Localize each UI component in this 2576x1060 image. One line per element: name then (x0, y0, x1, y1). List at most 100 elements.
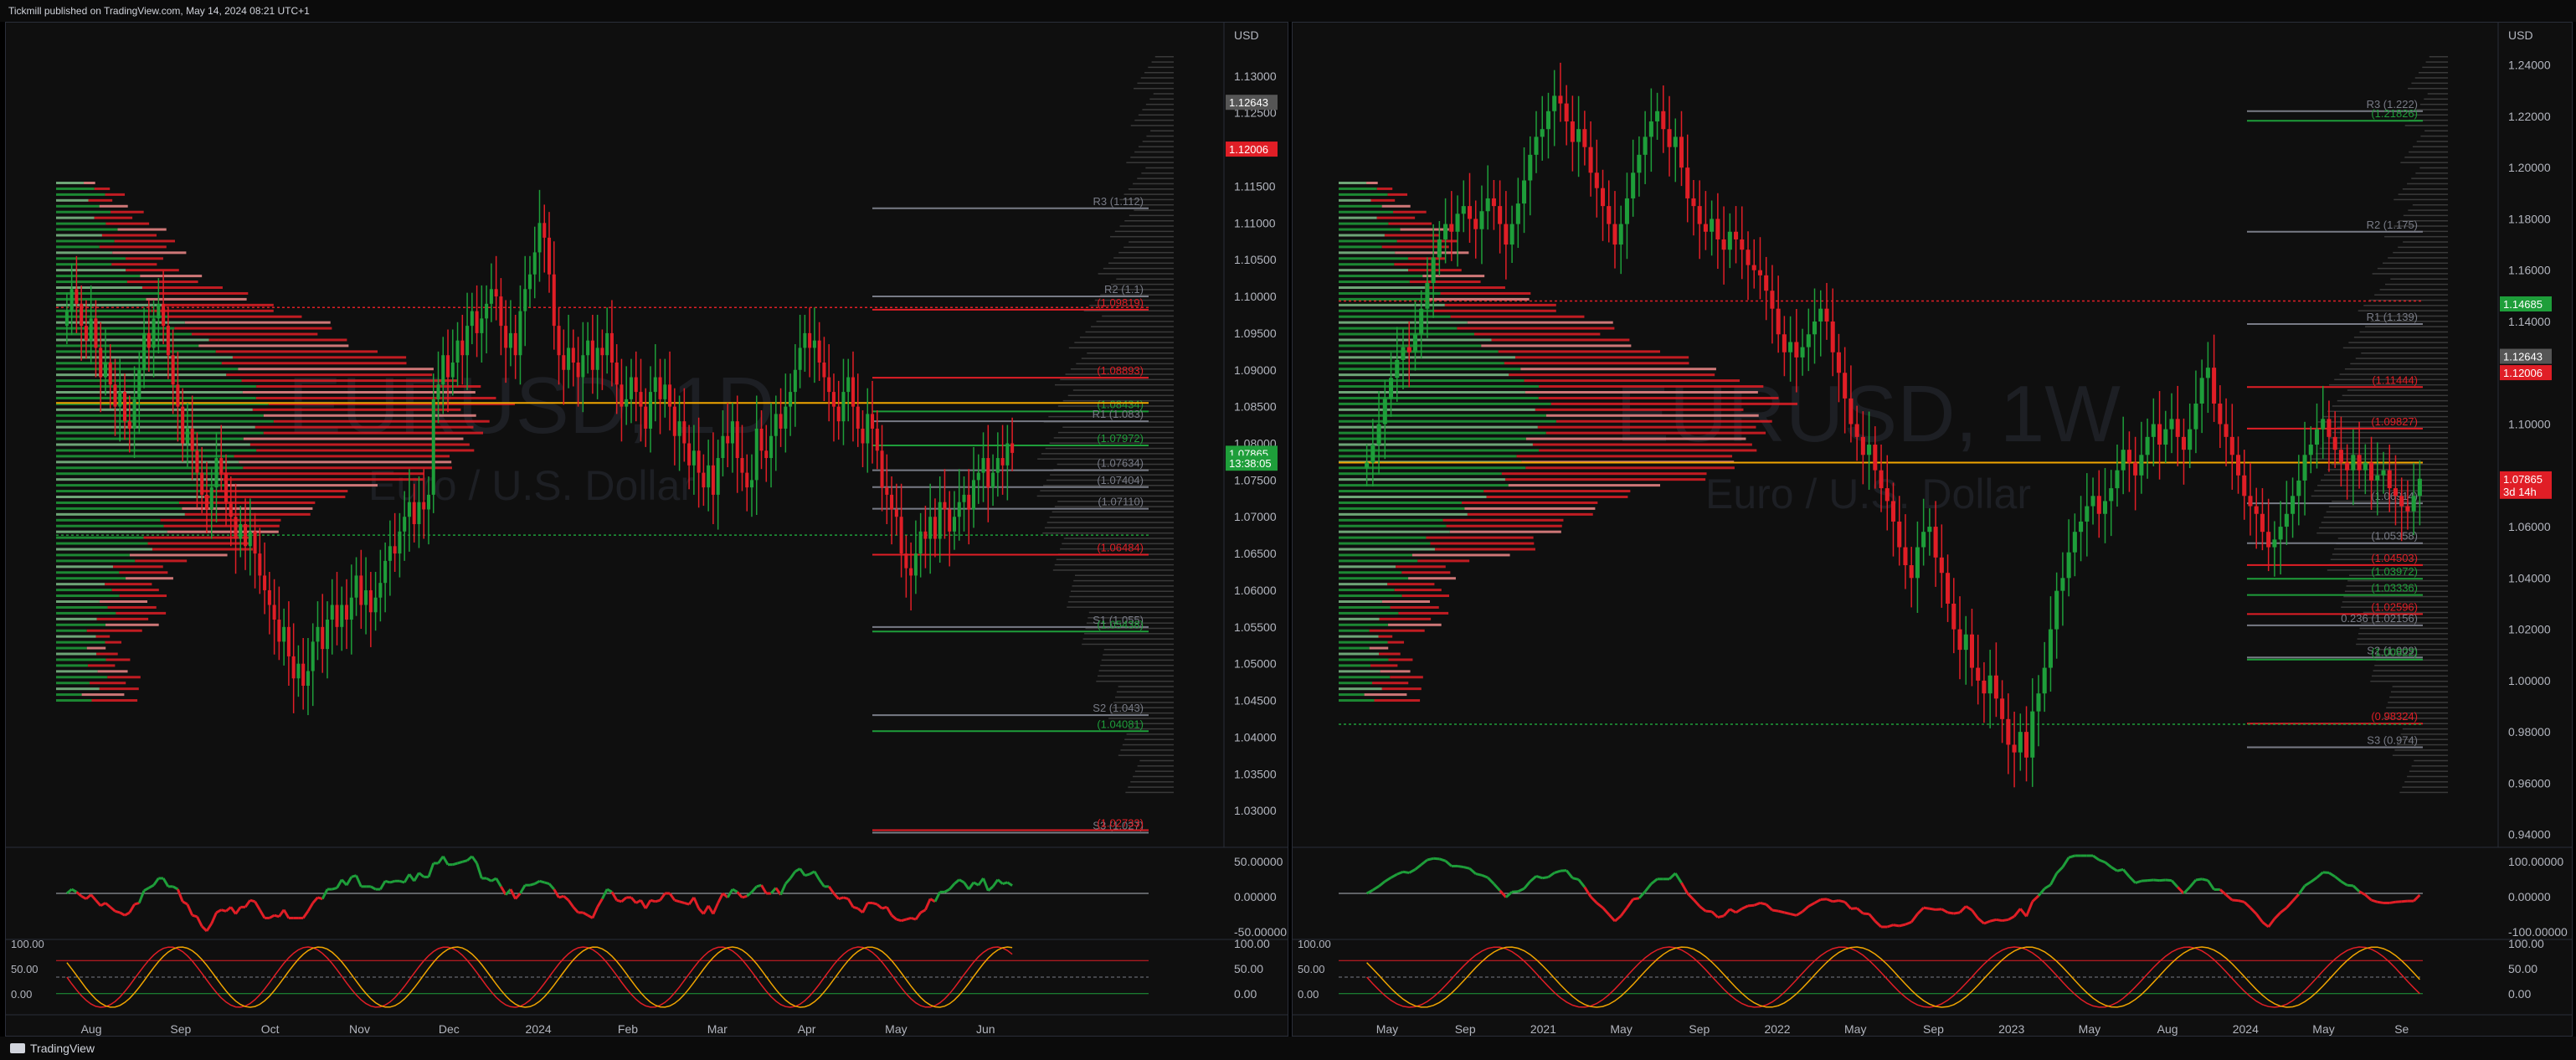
volume-profile-bar-up (1339, 664, 1370, 667)
candle-body (1806, 334, 1811, 347)
oscillator-segment (2092, 854, 2100, 862)
right-volume-profile-bar (1089, 305, 1174, 306)
volume-profile-bar-up (1339, 484, 1509, 487)
volume-profile-bar-down (1491, 338, 1630, 342)
right-volume-profile-bar (1145, 167, 1174, 169)
right-volume-profile-bar (1100, 294, 1174, 296)
candle-body (1618, 224, 1623, 245)
oscillator-segment (301, 910, 310, 919)
oscillator-segment (2401, 899, 2409, 903)
volume-profile-bar-down (1384, 234, 1440, 237)
candle-body (1594, 172, 1599, 188)
chart-panel-daily[interactable]: EURUSD, 1D Euro / U.S. Dollar R3 (1.112) R2… (5, 22, 1288, 1037)
currency-label: USD (1234, 28, 1259, 42)
volume-profile-bar-up (56, 216, 95, 219)
volume-profile-bar-up (56, 309, 152, 312)
right-volume-profile-bar (2337, 538, 2448, 539)
candle-body (89, 318, 93, 341)
price-badge (2500, 471, 2552, 486)
oscillator-segment (1826, 898, 1833, 903)
oscillator-segment (427, 862, 435, 877)
candle-body (1933, 527, 1938, 558)
oscillator-segment (1529, 875, 1537, 882)
volume-profile-bar-down (1417, 559, 1470, 563)
oscillator-segment (886, 906, 893, 916)
volume-profile-bar-down (263, 414, 476, 417)
right-volume-profile-bar (2322, 415, 2448, 418)
right-volume-profile-bar (1128, 188, 1174, 190)
oscillator-segment (2008, 915, 2015, 921)
oscillator-segment (1796, 910, 1803, 917)
candle-body (1927, 527, 1932, 533)
right-volume-profile-bar (2392, 754, 2448, 756)
oscillator-segment (278, 908, 285, 918)
volume-profile-bar-down (1501, 472, 1707, 476)
oscillator-segment (1777, 909, 1785, 914)
candle-body (1860, 436, 1865, 455)
volume-profile-bar-down (81, 693, 125, 697)
right-volume-profile-bar (2384, 283, 2448, 286)
right-volume-profile-bar (1113, 257, 1174, 259)
volume-profile-bar-up (1339, 373, 1509, 377)
right-volume-profile-bar (1140, 77, 1174, 79)
volume-profile-bar-up (1339, 611, 1399, 615)
volume-profile-bar-down (107, 676, 141, 679)
right-volume-profile-bar (2327, 469, 2448, 471)
oscillator-segment (910, 917, 917, 921)
right-volume-profile-bar (1086, 622, 1174, 624)
right-volume-profile-bar (1074, 574, 1174, 576)
tradingview-logo[interactable]: TradingView (10, 1037, 95, 1060)
volume-profile-bar-down (1426, 536, 1534, 539)
oscillator-segment (1620, 907, 1628, 917)
volume-profile-bar-up (1339, 518, 1443, 522)
oscillator-segment (148, 883, 155, 889)
candle-body (373, 597, 378, 613)
price-badge (1226, 455, 1278, 471)
price-badge-label: 1.12006 (1229, 143, 1268, 156)
level-label: S2 (1.009) (2367, 644, 2418, 656)
volume-profile-bar-down (1483, 490, 1631, 493)
candle-body (1879, 470, 1884, 489)
volume-profile-bar-down (94, 216, 133, 219)
oscillator-segment (991, 878, 1000, 888)
candle-body (2000, 698, 2005, 719)
right-volume-profile-bar (2321, 479, 2448, 481)
volume-profile-bar-up (1339, 402, 1551, 405)
oscillator-segment (1741, 904, 1749, 910)
oscillator-segment (692, 897, 700, 909)
oscillator-segment (137, 890, 146, 904)
right-volume-profile-bar (1052, 569, 1174, 571)
chart-panel-weekly[interactable]: EURUSD, 1W Euro / U.S. Dollar R3 (1.222) (1… (1292, 22, 2573, 1037)
volume-profile-bar-up (1339, 193, 1388, 196)
oscillator-segment (134, 902, 140, 906)
volume-profile-bar-down (1524, 379, 1740, 383)
oscillator-segment (1941, 908, 1949, 914)
candle-body (422, 502, 426, 510)
right-volume-profile-bar (2398, 193, 2448, 195)
oscillator-segment (1565, 869, 1574, 879)
oscillator-segment (1717, 914, 1725, 919)
candle-body (204, 494, 208, 510)
right-volume-profile-bar (2399, 738, 2448, 740)
volume-profile-bar-up (1339, 589, 1395, 592)
candle-body (1890, 501, 1896, 522)
right-volume-profile-bar (1130, 723, 1174, 724)
right-volume-profile-bar (2384, 712, 2448, 714)
right-volume-profile-bar (1088, 611, 1174, 614)
volume-profile-bar-up (1339, 327, 1458, 330)
volume-profile-bar-down (126, 280, 198, 284)
oscillator-segment (1838, 899, 1846, 903)
x-tick-label: Sep (170, 1022, 191, 1036)
y-tick-label: 1.05500 (1234, 620, 1277, 634)
right-volume-profile-bar (2368, 299, 2448, 301)
volume-profile-bar-down (1514, 356, 1689, 359)
stochastic-right-tick: 0.00 (2508, 987, 2531, 1001)
oscillator-segment (1863, 912, 1869, 916)
volume-profile-bar-down (119, 594, 167, 598)
candle-body (726, 435, 730, 444)
candle-body (567, 347, 571, 370)
candle-body (2163, 429, 2168, 445)
volume-profile-bar-down (1508, 484, 1661, 487)
